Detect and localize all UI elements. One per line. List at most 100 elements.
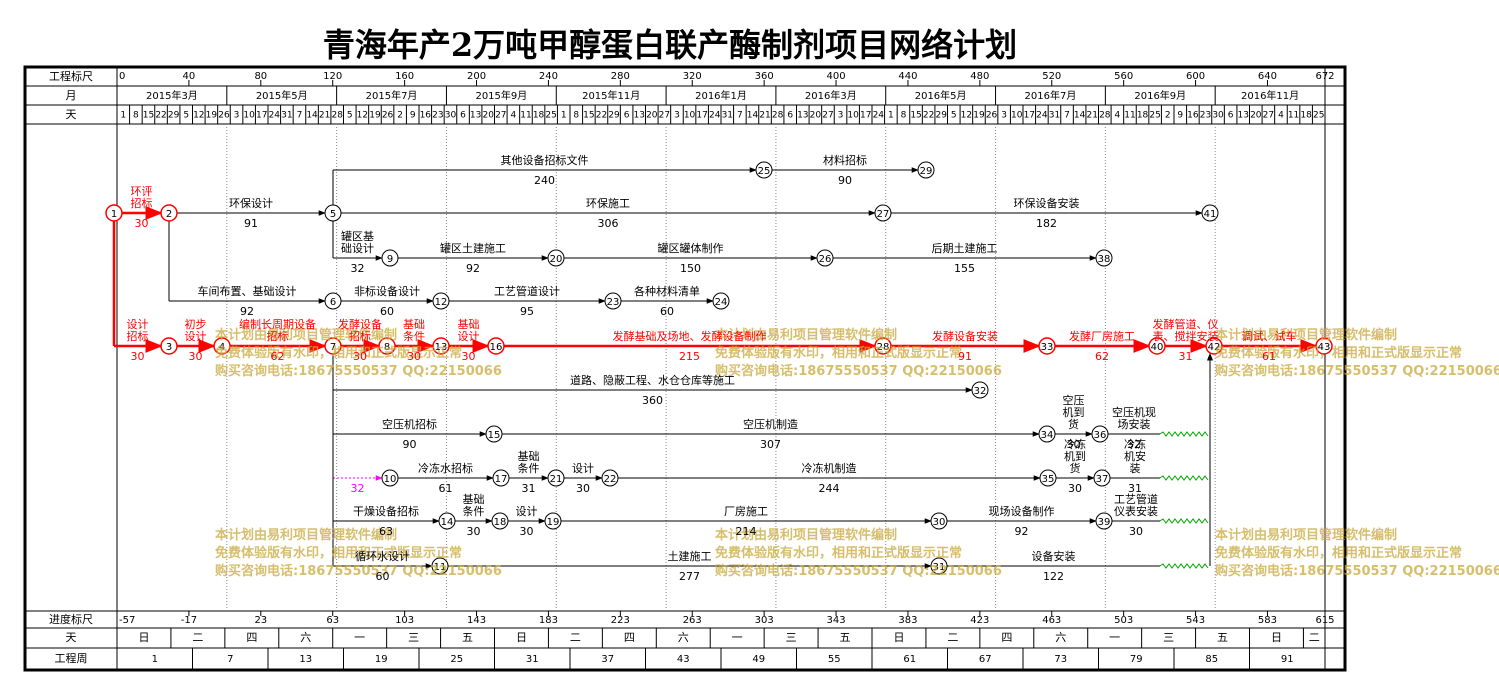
weekday-label: 一 (1109, 631, 1120, 644)
day-label: 23 (432, 111, 443, 121)
activity-name: 发酵设备安装 (932, 330, 998, 343)
day-label: 26 (382, 111, 394, 121)
day-label: 13 (1237, 111, 1248, 121)
day-label: 17 (860, 111, 871, 121)
activity-name: 非标设备设计 (354, 285, 420, 298)
day-label: 3 (1001, 111, 1007, 121)
day-label: 21 (759, 111, 770, 121)
activity-name: 发酵基础及场地、发酵设备制作 (612, 330, 767, 343)
activity-duration: 62 (1095, 350, 1109, 363)
progress-label: 63 (326, 615, 339, 626)
day-label: 29 (935, 111, 947, 121)
weekday-label: 三 (408, 631, 419, 644)
day-label: 3 (838, 111, 844, 121)
activity-name: 罐区基础设计 (341, 230, 374, 255)
day-label: 7 (1064, 111, 1070, 121)
day-label: 27 (1263, 111, 1274, 121)
progress-label: 343 (827, 615, 846, 626)
week-label: 1 (152, 654, 158, 665)
node (381, 469, 399, 487)
day-label: 30 (1212, 111, 1224, 121)
week-label: 49 (752, 654, 765, 665)
progress-label: 423 (970, 615, 989, 626)
node (1091, 425, 1109, 443)
day-label: 11 (1288, 111, 1299, 121)
ruler-label: 520 (1042, 71, 1061, 82)
day-label: 10 (243, 111, 255, 121)
activity-duration: 30 (1129, 525, 1143, 538)
node-label: 39 (1098, 517, 1111, 528)
day-label: 31 (1049, 111, 1060, 121)
day-label: 25 (1313, 111, 1324, 121)
row-label: 天 (66, 108, 77, 121)
free-float (1159, 563, 1209, 569)
day-label: 17 (696, 111, 707, 121)
activity-name: 发酵厂房施工 (1069, 330, 1135, 343)
ruler-label: 280 (611, 71, 630, 82)
week-label: 91 (1281, 654, 1294, 665)
node (930, 512, 948, 530)
activity-name: 土建施工 (667, 550, 712, 563)
activity-name: 后期土建施工 (931, 242, 998, 255)
day-label: 22 (923, 111, 934, 121)
month-label: 2015年7月 (366, 89, 418, 102)
day-label: 18 (1300, 111, 1312, 121)
node (1148, 337, 1166, 355)
day-label: 20 (810, 111, 822, 121)
node-label: 37 (1096, 474, 1109, 485)
weekday-label: 二 (1309, 631, 1320, 644)
ruler-label: 440 (898, 71, 917, 82)
node-label: 38 (1098, 254, 1111, 265)
activity-name: 基础条件 (403, 318, 425, 343)
weekday-label: 六 (300, 631, 311, 644)
node-label: 15 (488, 430, 501, 441)
free-float (1159, 518, 1209, 524)
activity-name: 编制长周期设备招标 (239, 318, 316, 343)
node (874, 204, 892, 222)
activity-duration: 92 (466, 262, 480, 275)
node-label: 4 (219, 342, 225, 353)
day-label: 20 (1250, 111, 1262, 121)
activity-name: 罐区罐体制作 (657, 242, 724, 255)
week-label: 55 (828, 654, 841, 665)
activity-duration: 306 (597, 217, 619, 230)
progress-label: -57 (119, 615, 135, 626)
activity-duration: 31 (1128, 482, 1142, 495)
activity-duration: 150 (680, 262, 701, 275)
watermark: 购买咨询电话:18675550537 QQ:22150066 (715, 564, 1002, 579)
activity-duration: 360 (642, 394, 663, 407)
activity-name: 设计 (572, 462, 594, 475)
activity-name: 初步设计 (184, 318, 207, 343)
month-label: 2015年9月 (475, 89, 527, 102)
node-label: 11 (434, 562, 447, 573)
weekday-label: 三 (786, 631, 797, 644)
row-label: 工程标尺 (49, 69, 93, 83)
day-label: 8 (133, 111, 139, 121)
progress-label: 383 (898, 615, 917, 626)
activity-name: 发酵设备招标 (338, 318, 382, 343)
watermark: 购买咨询电话:18675550537 QQ:22150066 (215, 564, 502, 579)
node-label: 40 (1151, 342, 1164, 353)
title: 青海年产2万吨甲醇蛋白联产酶制剂项目网络计划 (322, 26, 1018, 64)
node (485, 425, 503, 443)
activity-name: 其他设备招标文件 (500, 154, 589, 167)
weekday-label: 五 (462, 631, 473, 644)
ruler-label: 672 (1315, 71, 1334, 82)
week-label: 37 (601, 654, 614, 665)
node (432, 292, 450, 310)
progress-label: 223 (611, 615, 630, 626)
node (712, 292, 730, 310)
activity-duration: 277 (679, 570, 700, 583)
progress-label: 103 (395, 615, 414, 626)
day-label: 1 (120, 111, 126, 121)
node-label: 8 (384, 342, 390, 353)
weekday-label: 六 (1055, 631, 1066, 644)
activity-name: 基础设计 (457, 318, 480, 343)
activity-duration: 90 (838, 174, 852, 187)
day-label: 14 (1074, 111, 1086, 121)
ruler-label: 80 (254, 71, 267, 82)
activity-duration: 240 (534, 174, 555, 187)
activity-duration: 30 (519, 525, 534, 538)
